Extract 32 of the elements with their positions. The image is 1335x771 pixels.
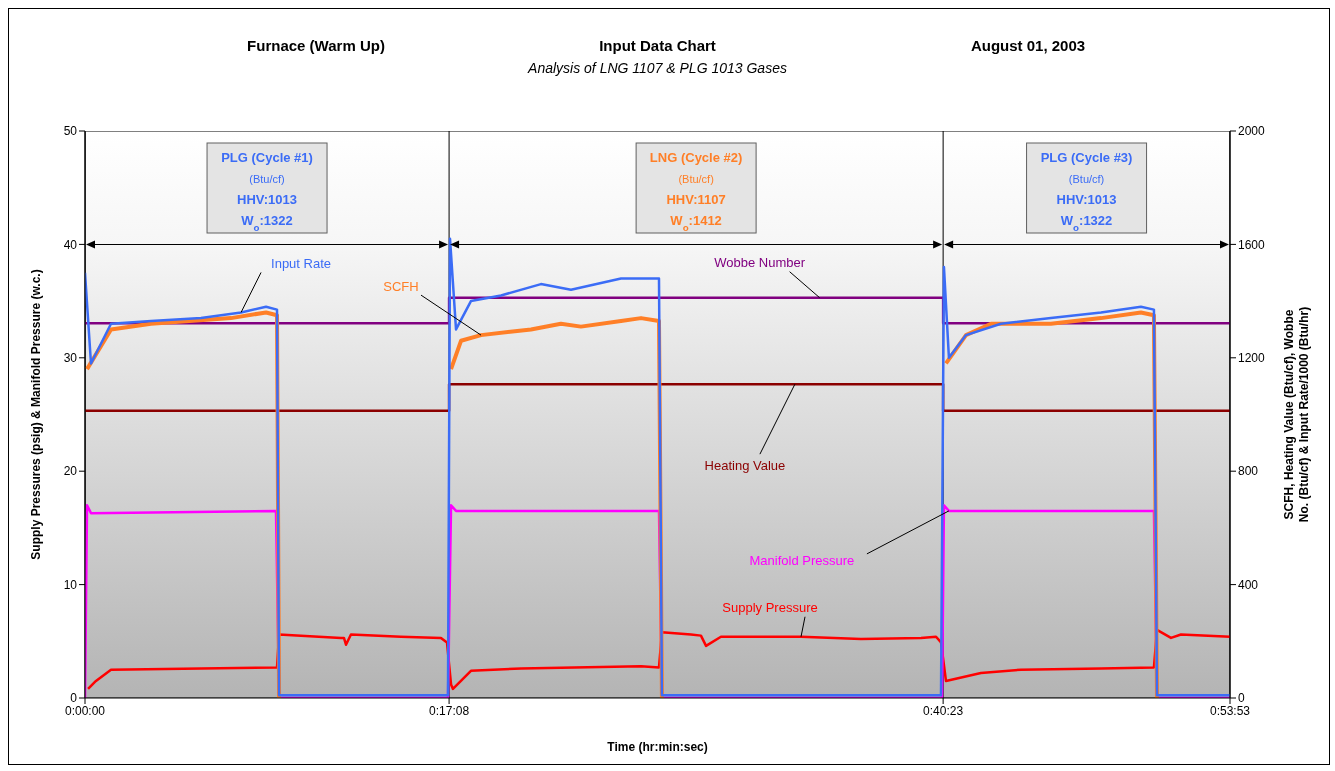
annotation: PLG (Cycle #1) (Btu/cf) HHV:1013 W$_{o}$:1322 — [221, 150, 313, 233]
text: Wobbe Number — [714, 255, 806, 271]
x-tick-label: 0:17:08 — [429, 703, 470, 718]
chart-subtitle: Analysis of LNG 1107 & PLG 1013 Gases — [527, 60, 787, 76]
y2-tick-label: 2000 — [1238, 124, 1266, 139]
text: SCFH — [383, 278, 419, 294]
y2-tick-label: 0 — [1238, 691, 1245, 706]
x-tick-label: 0:00:00 — [64, 703, 106, 718]
x-tick-label: 0:53:53 — [1209, 703, 1251, 718]
x-tick-label: 0:40:23 — [923, 703, 964, 718]
y-tick-label: 10 — [63, 577, 78, 592]
text: Input Rate — [271, 255, 332, 271]
annotation: LNG (Cycle #2) (Btu/cf) HHV:1107 W$_{o}$:1412 — [649, 150, 743, 233]
text: Heating Value — [704, 457, 786, 473]
y2-tick-label: 1200 — [1238, 351, 1266, 366]
y-tick-label: 20 — [63, 464, 78, 479]
y2-tick-label: 1600 — [1238, 237, 1266, 252]
y2-tick-label: 400 — [1238, 577, 1259, 592]
y2-tick-label: 800 — [1238, 464, 1259, 479]
text: August 01, 2003 — [970, 37, 1086, 54]
text: Manifold Pressure — [749, 553, 855, 569]
y-axis-title: Supply Pressures (psig) & Manifold Pressure (w.c.) — [29, 269, 43, 560]
y2-axis-title: SCFH, Heating Value (Btu/cf), Wobbe No. (Btu/cf) & Input Rate/1000 (Btu/hr) — [1282, 306, 1311, 523]
y-tick-label: 40 — [63, 237, 78, 252]
chart-title: Input Data Chart — [599, 37, 716, 54]
y-tick-label: 0 — [70, 691, 78, 706]
x-axis-title: Time (hr:min:sec) — [607, 740, 708, 754]
y-tick-label: 30 — [63, 351, 78, 366]
annotation: PLG (Cycle #3) (Btu/cf) HHV:1013 W$_{o}$:1322 — [1040, 150, 1133, 233]
text: Furnace (Warm Up) — [247, 37, 385, 54]
series-label: Supply Pressure — [722, 600, 818, 616]
y-tick-label: 50 — [63, 124, 78, 139]
